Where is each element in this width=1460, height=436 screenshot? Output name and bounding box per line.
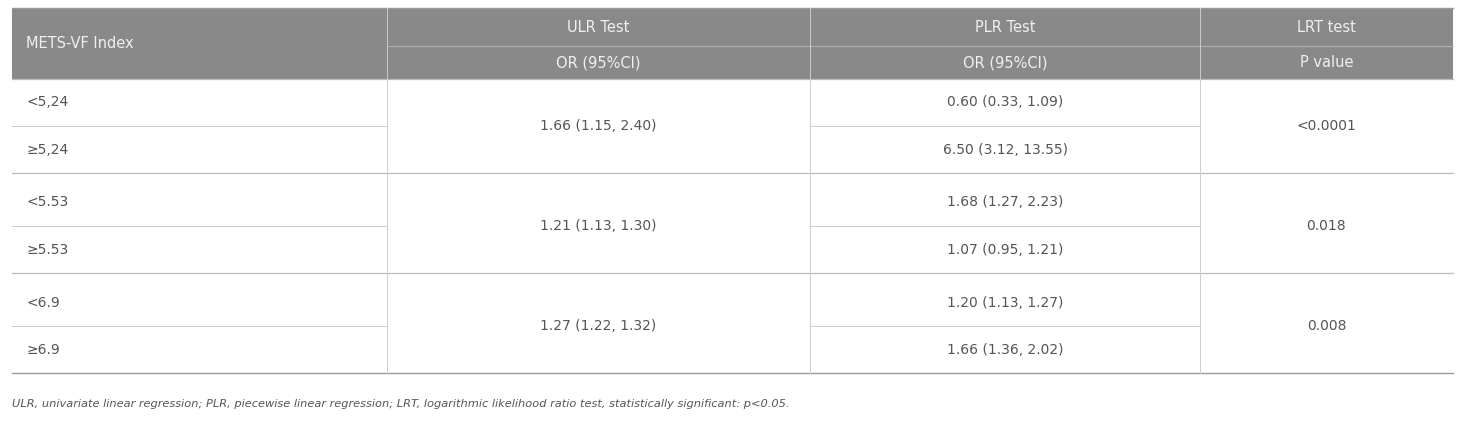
Text: 1.20 (1.13, 1.27): 1.20 (1.13, 1.27) bbox=[948, 296, 1063, 310]
Text: 1.68 (1.27, 2.23): 1.68 (1.27, 2.23) bbox=[948, 195, 1063, 210]
Text: 1.27 (1.22, 1.32): 1.27 (1.22, 1.32) bbox=[540, 319, 657, 333]
Text: PLR Test: PLR Test bbox=[975, 20, 1035, 34]
Bar bbox=[12, 8, 1453, 373]
Text: ≥5.53: ≥5.53 bbox=[26, 242, 69, 256]
Text: ULR, univariate linear regression; PLR, piecewise linear regression; LRT, logari: ULR, univariate linear regression; PLR, … bbox=[12, 399, 790, 409]
Text: ≥5,24: ≥5,24 bbox=[26, 143, 69, 157]
Text: <5,24: <5,24 bbox=[26, 95, 69, 109]
Text: 1.66 (1.36, 2.02): 1.66 (1.36, 2.02) bbox=[948, 343, 1063, 357]
Text: <6.9: <6.9 bbox=[26, 296, 60, 310]
Text: 0.60 (0.33, 1.09): 0.60 (0.33, 1.09) bbox=[948, 95, 1063, 109]
Text: 1.66 (1.15, 2.40): 1.66 (1.15, 2.40) bbox=[540, 119, 657, 133]
Text: ≥6.9: ≥6.9 bbox=[26, 343, 60, 357]
Text: P value: P value bbox=[1299, 55, 1353, 70]
Text: 0.018: 0.018 bbox=[1307, 219, 1346, 233]
Text: OR (95%CI): OR (95%CI) bbox=[964, 55, 1047, 70]
Bar bbox=[12, 79, 1453, 373]
Text: LRT test: LRT test bbox=[1296, 20, 1356, 34]
Text: OR (95%CI): OR (95%CI) bbox=[556, 55, 641, 70]
Text: ULR Test: ULR Test bbox=[568, 20, 629, 34]
Text: METS-VF Index: METS-VF Index bbox=[26, 36, 134, 51]
Text: 0.008: 0.008 bbox=[1307, 319, 1346, 333]
Text: 6.50 (3.12, 13.55): 6.50 (3.12, 13.55) bbox=[943, 143, 1067, 157]
Text: <0.0001: <0.0001 bbox=[1296, 119, 1356, 133]
Text: <5.53: <5.53 bbox=[26, 195, 69, 210]
Text: 1.21 (1.13, 1.30): 1.21 (1.13, 1.30) bbox=[540, 219, 657, 233]
Text: 1.07 (0.95, 1.21): 1.07 (0.95, 1.21) bbox=[948, 242, 1063, 256]
